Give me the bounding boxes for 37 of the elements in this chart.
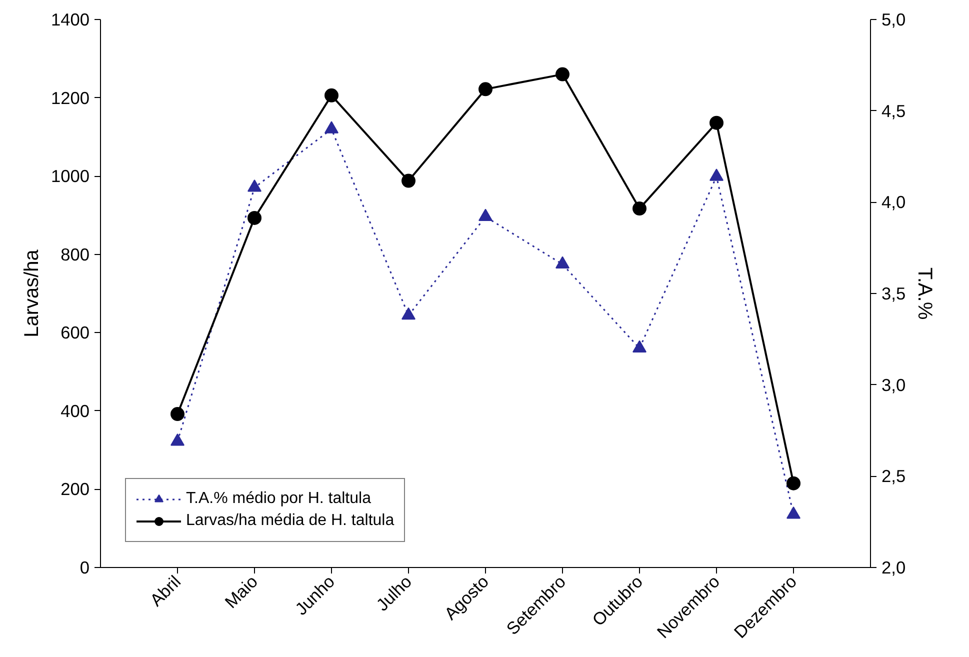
y-tick-label: 400	[60, 400, 90, 421]
y-tick-label: 0	[80, 558, 90, 578]
y-tick-label: 1200	[50, 88, 90, 108]
y2-tick-label: 4,0	[882, 192, 906, 212]
y2-axis-title: T.A.%	[914, 267, 936, 320]
y2-tick-label: 3,5	[882, 284, 906, 304]
y2-tick-label: 4,5	[882, 100, 906, 121]
point	[632, 202, 646, 216]
y-tick-label: 600	[60, 322, 90, 343]
point	[402, 174, 416, 188]
point	[402, 307, 416, 320]
y2-tick-label: 3,0	[882, 374, 906, 395]
y-tick-label: 1400	[50, 10, 90, 30]
point	[786, 506, 800, 519]
legend-label: Larvas/ha média de H. taltula	[186, 512, 394, 530]
legend-label: T.A.% médio por H. taltula	[186, 490, 371, 508]
point	[478, 82, 492, 96]
point	[556, 256, 570, 269]
y-tick-label: 200	[60, 479, 90, 500]
y2-tick-label: 2,0	[882, 558, 906, 578]
point	[632, 340, 646, 353]
point	[478, 208, 492, 222]
point	[248, 180, 262, 192]
y2-tick-label: 2,5	[882, 466, 906, 486]
y2-tick-label: 5,0	[882, 10, 906, 30]
point	[170, 407, 184, 422]
point	[786, 476, 800, 490]
y-tick-label: 800	[60, 244, 90, 264]
point	[248, 210, 262, 225]
point	[556, 67, 570, 82]
point	[710, 168, 724, 181]
point	[710, 116, 724, 130]
point	[170, 433, 184, 446]
point	[324, 121, 338, 134]
y-tick-label: 1000	[50, 166, 90, 186]
y-axis-title: Larvas/ha	[20, 248, 43, 338]
point	[324, 88, 338, 102]
